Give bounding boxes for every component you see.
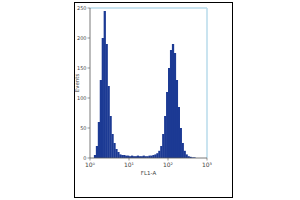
histogram-bar	[115, 149, 117, 158]
histogram-bar	[172, 44, 174, 158]
histogram-bar	[111, 134, 113, 158]
histogram-bar	[156, 153, 158, 158]
histogram-bar	[166, 92, 168, 158]
y-tick-label: 0	[83, 155, 86, 161]
histogram-bar	[176, 80, 178, 158]
histogram-bar	[168, 68, 170, 158]
x-tick-label: 10⁰	[85, 161, 96, 168]
histogram-bar	[96, 146, 98, 158]
plot-background	[90, 8, 207, 158]
histogram-bar	[94, 155, 96, 158]
histogram-bar	[174, 53, 176, 158]
histogram-bar	[154, 154, 156, 158]
y-axis-line	[90, 8, 91, 158]
y-tick	[88, 158, 91, 159]
histogram-bar	[152, 155, 154, 158]
x-tick-label: 10³	[202, 161, 213, 168]
histogram-bar	[106, 44, 108, 158]
y-tick	[88, 128, 91, 129]
histogram-bar	[170, 50, 172, 158]
y-tick-label: 150	[77, 65, 87, 71]
chart: 10⁰ 10¹ 10² 10³ 0 50 100 150 200 250 FL1-A Events	[0, 0, 300, 200]
histogram-bar	[104, 11, 106, 158]
histogram-bar	[184, 151, 186, 158]
histogram-bar	[186, 154, 188, 158]
y-tick	[88, 38, 91, 39]
histogram-bar	[158, 151, 160, 158]
y-tick	[88, 8, 91, 9]
histogram-bar	[162, 134, 164, 158]
y-axis-title: Events	[74, 74, 80, 93]
panel-frame	[75, 3, 233, 198]
y-tick	[88, 68, 91, 69]
histogram-bar	[113, 143, 115, 158]
x-tick-label: 10²	[163, 161, 174, 168]
plot-frame-top	[90, 7, 207, 9]
histogram-bar	[109, 116, 111, 158]
y-tick-label: 100	[77, 95, 87, 101]
y-tick-label: 50	[80, 125, 86, 131]
histogram-bar	[182, 143, 184, 158]
histogram-bar	[119, 154, 121, 158]
histogram-bar	[178, 107, 180, 158]
bars	[94, 11, 196, 158]
histogram-bar	[117, 152, 119, 158]
histogram-bar	[160, 146, 162, 158]
x-axis-line	[90, 158, 207, 159]
histogram-bar	[121, 155, 123, 158]
x-axis-title: FL1-A	[141, 170, 157, 176]
y-tick-label: 250	[77, 5, 87, 11]
y-tick-label: 200	[77, 35, 87, 41]
histogram-bar	[180, 128, 182, 158]
histogram-bar	[102, 38, 104, 158]
histogram-bar	[123, 155, 125, 158]
y-tick	[88, 98, 91, 99]
x-tick-label: 10¹	[124, 161, 135, 168]
plot-frame-right	[206, 8, 208, 158]
histogram-bar	[100, 80, 102, 158]
histogram-bar	[108, 86, 110, 158]
histogram-bar	[98, 122, 100, 158]
histogram-bar	[164, 116, 166, 158]
